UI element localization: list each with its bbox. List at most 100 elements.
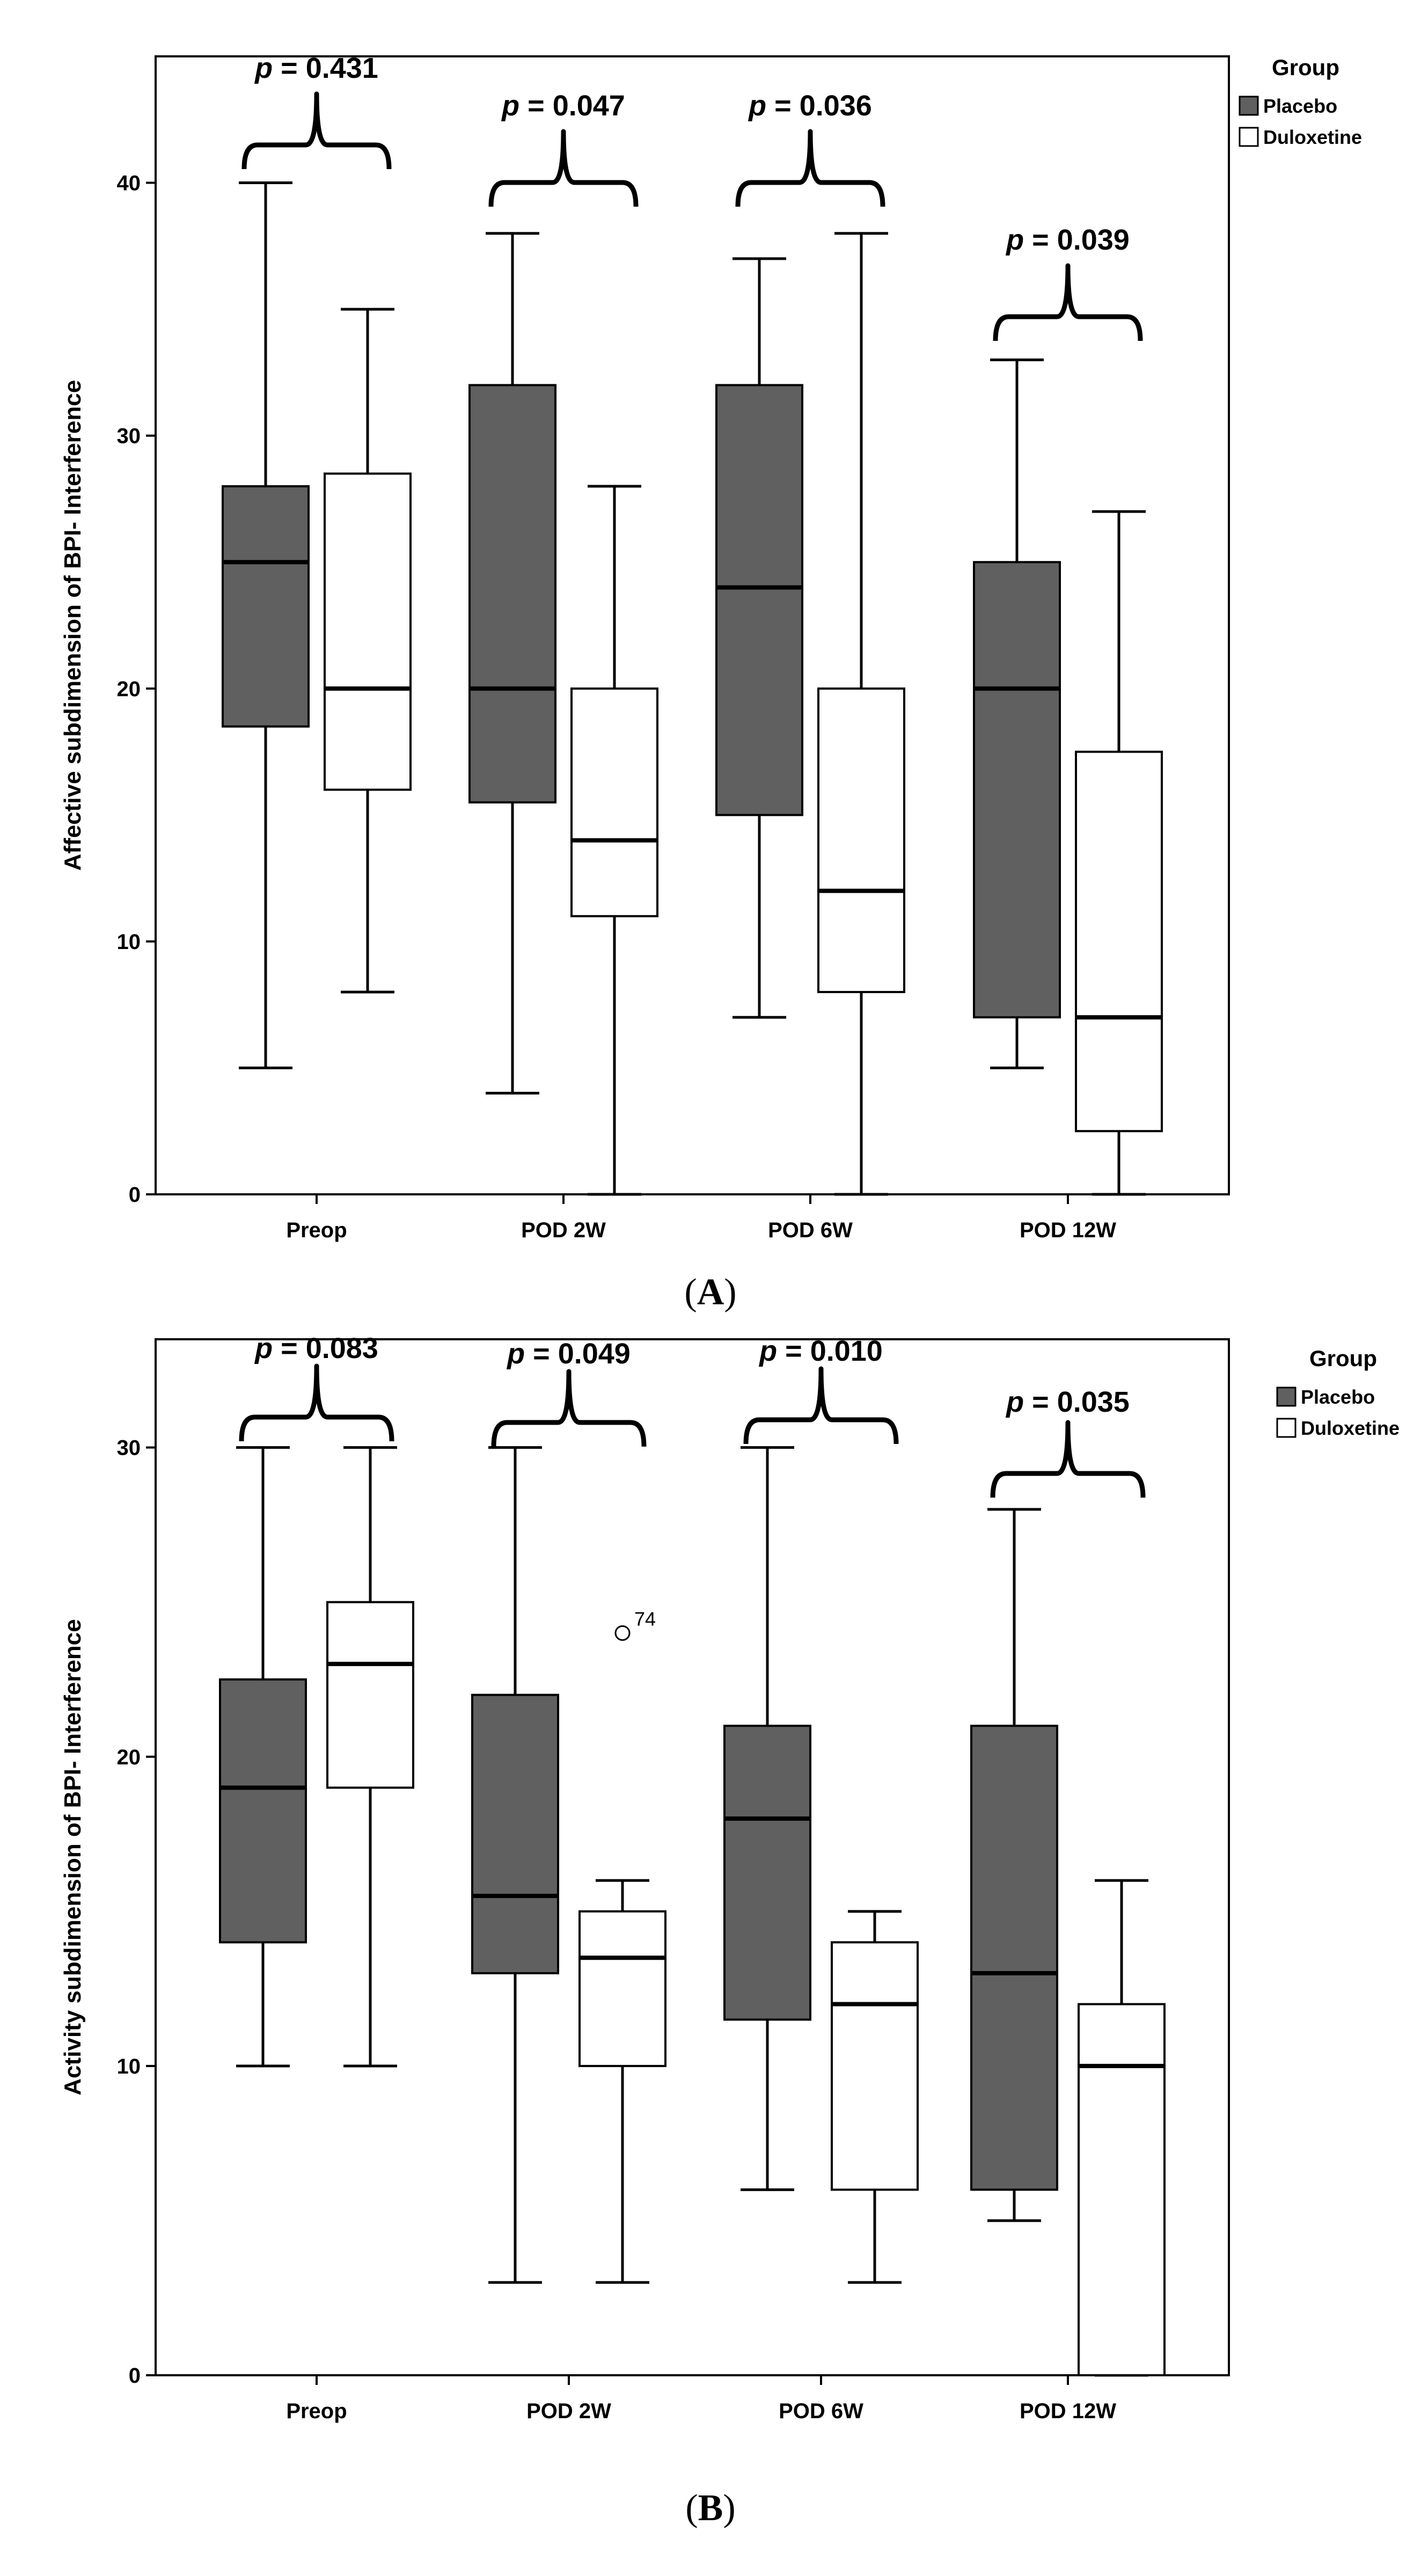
panel-a-box-placebo-3 (973, 358, 1061, 1069)
box-iqr (324, 472, 412, 791)
panel-a-category-label-3: POD 12W (1020, 1218, 1116, 1242)
brace (993, 263, 1143, 341)
p-value-label: p = 0.047 (501, 90, 625, 122)
legend-title: Group (1309, 1346, 1377, 1371)
box-iqr (471, 1694, 559, 1975)
box-iqr (1075, 750, 1163, 1133)
p-value-label: p = 0.010 (758, 1335, 883, 1367)
legend-label-duloxetine: Duloxetine (1301, 1417, 1400, 1439)
p-symbol: p (254, 52, 273, 84)
panel-paren: ) (723, 2487, 735, 2529)
panel-a-ytick-label-30: 30 (117, 425, 141, 448)
panel-b-box-duloxetine-0 (326, 1446, 414, 2068)
panel-b-significance-2: p = 0.010 (743, 1335, 899, 1444)
panel-a-ytick-label-40: 40 (117, 172, 141, 195)
brace (239, 1363, 394, 1442)
panel-a-box-placebo-1 (468, 232, 556, 1095)
panel-a-significance-1: p = 0.047 (488, 90, 639, 207)
brace (241, 91, 392, 170)
box-iqr (219, 1678, 307, 1944)
panel-a-ytick-label-10: 10 (117, 930, 141, 954)
box-iqr (570, 687, 658, 917)
panel-a-category-label-2: POD 6W (768, 1218, 853, 1242)
brace (990, 1420, 1146, 1498)
p-value: = 0.047 (519, 90, 625, 122)
panel-paren: ( (684, 1272, 697, 1313)
box-iqr (831, 1941, 919, 2191)
panel-b-significance-0: p = 0.083 (239, 1332, 394, 1442)
panel-paren: ( (685, 2487, 698, 2529)
panel-a-box-duloxetine-1 (570, 485, 658, 1196)
box-iqr (723, 1725, 811, 2021)
p-value: = 0.039 (1024, 224, 1130, 256)
p-symbol: p (1005, 1386, 1024, 1418)
p-symbol: p (758, 1335, 777, 1367)
panel-a-category-label-0: Preop (286, 1218, 347, 1242)
box-iqr (468, 384, 556, 804)
panel-paren: ) (724, 1272, 736, 1313)
p-value: = 0.083 (273, 1332, 378, 1364)
p-value-label: p = 0.049 (506, 1338, 631, 1370)
panel-a-box-placebo-0 (222, 181, 310, 1069)
panel-letter: A (697, 1272, 724, 1313)
panel-b-ytick-label-10: 10 (117, 2055, 141, 2078)
panel-a-box-duloxetine-3 (1075, 510, 1163, 1196)
p-value: = 0.035 (1024, 1386, 1130, 1418)
p-value-label: p = 0.039 (1005, 224, 1130, 256)
box-iqr (578, 1910, 666, 2067)
panel-a-box-duloxetine-0 (324, 308, 412, 994)
panel-b-label: (B) (685, 2487, 735, 2529)
panel-a-chart: 0 10 20 30 40 Affective subdimension of BPI- … (60, 52, 1362, 1313)
panel-b-outlier-label-0: 74 (634, 1608, 656, 1630)
box-iqr (715, 384, 803, 816)
panel-b-chart: 0 10 20 30 Activity subdimension of BPI- Int… (60, 1332, 1400, 2529)
p-value: = 0.049 (525, 1338, 631, 1370)
brace (491, 1369, 647, 1447)
p-value-label: p = 0.083 (254, 1332, 378, 1364)
p-symbol: p (501, 90, 519, 122)
box-iqr (970, 1725, 1058, 2191)
p-value: = 0.010 (777, 1335, 883, 1367)
box-iqr (222, 485, 310, 728)
panel-b-y-axis-label: Activity subdimension of BPI- Interferen… (60, 1619, 86, 2096)
brace (488, 129, 639, 207)
p-value-label: p = 0.431 (254, 52, 378, 84)
panel-a-ytick-label-0: 0 (129, 1183, 141, 1207)
p-value-label: p = 0.035 (1005, 1386, 1130, 1418)
panel-b-category-label-3: POD 12W (1020, 2399, 1116, 2423)
panel-b-box-placebo-3 (970, 1508, 1058, 2222)
brace (743, 1366, 899, 1444)
panel-a-y-axis-label: Affective subdimension of BPI- Interfere… (60, 380, 86, 871)
panel-letter: B (698, 2487, 723, 2529)
p-symbol: p (1005, 224, 1024, 256)
p-symbol: p (254, 1332, 273, 1364)
panel-b-box-placebo-2 (723, 1446, 811, 2191)
panel-b-category-label-1: POD 2W (526, 2399, 611, 2423)
panel-a-box-duloxetine-2 (817, 232, 905, 1196)
p-value-label: p = 0.036 (748, 90, 872, 122)
panel-b-box-duloxetine-1 (578, 1879, 666, 2284)
panel-b-box-placebo-0 (219, 1446, 307, 2068)
p-symbol: p (748, 90, 766, 122)
box-iqr (1078, 2003, 1166, 2376)
box-iqr (973, 561, 1061, 1019)
panel-a-box-placebo-2 (715, 257, 803, 1019)
legend-label-placebo: Placebo (1301, 1386, 1375, 1408)
legend-swatch-duloxetine (1239, 127, 1259, 147)
panel-b-ytick-label-20: 20 (117, 1746, 141, 1769)
box-iqr (817, 687, 905, 994)
panel-b-box-duloxetine-3 (1078, 1879, 1166, 2377)
panel-a-significance-0: p = 0.431 (241, 52, 392, 170)
panel-b-ytick-label-0: 0 (129, 2364, 141, 2388)
panel-b-significance-1: p = 0.049 (491, 1338, 647, 1447)
panel-a-category-label-1: POD 2W (521, 1218, 606, 1242)
panel-a-label: (A) (684, 1272, 736, 1313)
panel-a-legend: Group Placebo Duloxetine (1239, 55, 1362, 148)
p-value: = 0.431 (273, 52, 378, 84)
legend-swatch-duloxetine (1276, 1418, 1297, 1438)
legend-label-duloxetine: Duloxetine (1263, 126, 1362, 148)
brace (735, 129, 885, 207)
panel-a-significance-3: p = 0.039 (993, 224, 1143, 341)
legend-label-placebo: Placebo (1263, 95, 1337, 117)
box-iqr (326, 1601, 414, 1789)
